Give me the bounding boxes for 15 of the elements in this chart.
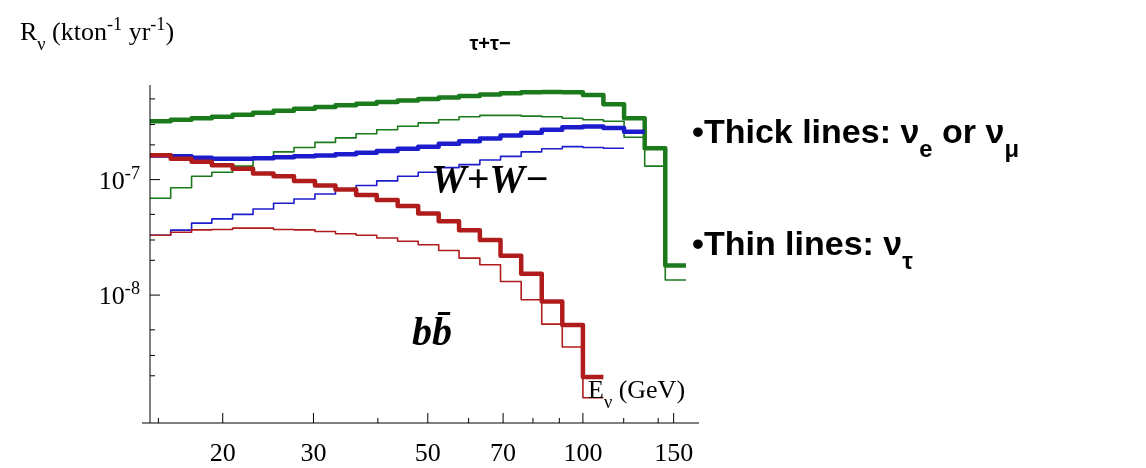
y-tick-label: 10$^{-8}$	[98, 278, 140, 311]
text: τ+τ−	[469, 32, 511, 54]
x-tick-label: 20	[209, 438, 236, 467]
x-tick-label: 30	[300, 438, 327, 467]
annotation: •Thick lines: ν$_{e}$ or ν$_{μ}$	[692, 112, 1019, 162]
annotation: W+W−	[430, 156, 550, 201]
y-axis-title: R$_{ν}$ (kton$^{-1}$ yr$^{-1}$)	[20, 14, 175, 54]
x-tick-label: 50	[414, 438, 441, 467]
annotation: bb̄	[412, 309, 452, 354]
x-tick-label: 70	[490, 438, 517, 467]
y-tick-label: 10$^{-7}$	[98, 162, 140, 195]
x-axis-title: E$_{ν}$ (GeV)	[588, 375, 686, 412]
x-tick-label: 100	[563, 438, 603, 467]
x-tick-label: 150	[654, 438, 694, 467]
annotation: •Thin lines: ν$_{τ}$	[692, 224, 914, 274]
